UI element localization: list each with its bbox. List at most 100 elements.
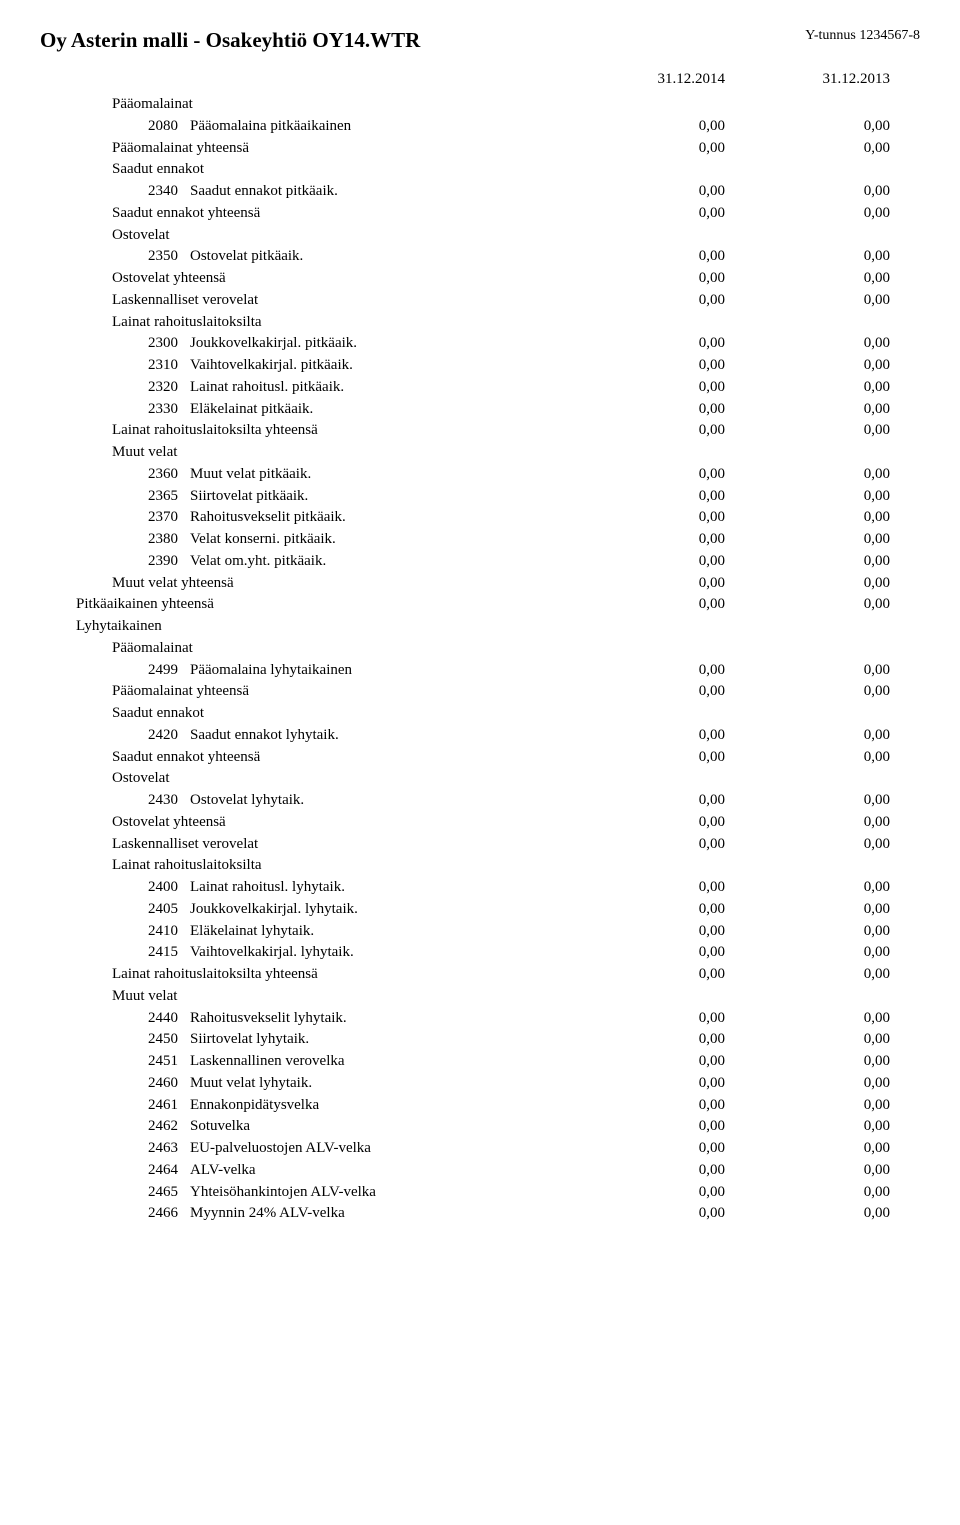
value-col-1: 0,00 <box>560 1008 725 1030</box>
table-row: 2365Siirtovelat pitkäaik.0,000,00 <box>40 486 920 508</box>
account-label: Muut velat pitkäaik. <box>190 464 560 486</box>
value-col-2: 0,00 <box>725 790 890 812</box>
account-code: 2310 <box>148 355 190 377</box>
value-col-2: 0,00 <box>725 725 890 747</box>
account-label: EU-palveluostojen ALV-velka <box>190 1138 560 1160</box>
account-label: Joukkovelkakirjal. pitkäaik. <box>190 333 560 355</box>
value-col-2: 0,00 <box>725 1051 890 1073</box>
table-row: 2080Pääomalaina pitkäaikainen0,000,00 <box>40 116 920 138</box>
account-code: 2465 <box>148 1182 190 1204</box>
value-col-1: 0,00 <box>560 268 725 290</box>
value-col-1: 0,00 <box>560 725 725 747</box>
table-row: 2460Muut velat lyhytaik.0,000,00 <box>40 1073 920 1095</box>
value-col-2: 0,00 <box>725 1073 890 1095</box>
subtotal-label: Saadut ennakot yhteensä <box>112 203 560 225</box>
value-col-2: 0,00 <box>725 747 890 769</box>
account-label: Pääomalaina lyhytaikainen <box>190 660 560 682</box>
account-label: Lainat rahoitusl. lyhytaik. <box>190 877 560 899</box>
col-header-date1: 31.12.2014 <box>560 71 725 88</box>
account-code: 2451 <box>148 1051 190 1073</box>
account-label: Ostovelat lyhytaik. <box>190 790 560 812</box>
value-col-2: 0,00 <box>725 464 890 486</box>
value-col-1: 0,00 <box>560 964 725 986</box>
value-col-1: 0,00 <box>560 507 725 529</box>
group-label: Lainat rahoituslaitoksilta <box>112 855 560 877</box>
account-label: Saadut ennakot pitkäaik. <box>190 181 560 203</box>
group-header: Saadut ennakot <box>40 703 920 725</box>
subtotal-label: Pääomalainat yhteensä <box>112 681 560 703</box>
group-header: Lainat rahoituslaitoksilta <box>40 855 920 877</box>
value-col-1: 0,00 <box>560 138 725 160</box>
value-col-1: 0,00 <box>560 181 725 203</box>
value-col-2: 0,00 <box>725 1095 890 1117</box>
value-col-2: 0,00 <box>725 1008 890 1030</box>
value-col-1: 0,00 <box>560 1095 725 1117</box>
subtotal-label: Ostovelat yhteensä <box>112 268 560 290</box>
account-code: 2463 <box>148 1138 190 1160</box>
value-col-1: 0,00 <box>560 203 725 225</box>
value-col-1: 0,00 <box>560 747 725 769</box>
account-code: 2400 <box>148 877 190 899</box>
account-code: 2466 <box>148 1203 190 1225</box>
account-code: 2390 <box>148 551 190 573</box>
value-col-2: 0,00 <box>725 594 890 616</box>
value-col-2: 0,00 <box>725 899 890 921</box>
account-code: 2415 <box>148 942 190 964</box>
value-col-1: 0,00 <box>560 921 725 943</box>
value-col-1: 0,00 <box>560 246 725 268</box>
group-header: Lainat rahoituslaitoksilta <box>40 312 920 334</box>
table-row: 2465Yhteisöhankintojen ALV-velka0,000,00 <box>40 1182 920 1204</box>
value-col-2: 0,00 <box>725 812 890 834</box>
table-row: 2415Vaihtovelkakirjal. lyhytaik.0,000,00 <box>40 942 920 964</box>
account-code: 2300 <box>148 333 190 355</box>
value-col-2: 0,00 <box>725 1138 890 1160</box>
value-col-1: 0,00 <box>560 1203 725 1225</box>
value-col-2: 0,00 <box>725 355 890 377</box>
value-col-2: 0,00 <box>725 1160 890 1182</box>
account-label: Saadut ennakot lyhytaik. <box>190 725 560 747</box>
value-col-1: 0,00 <box>560 377 725 399</box>
value-col-1: 0,00 <box>560 660 725 682</box>
table-row: 2340Saadut ennakot pitkäaik.0,000,00 <box>40 181 920 203</box>
group-header: Saadut ennakot <box>40 159 920 181</box>
subtotal-label: Lainat rahoituslaitoksilta yhteensä <box>112 420 560 442</box>
group-label: Lyhytaikainen <box>76 616 560 638</box>
value-col-1: 0,00 <box>560 1051 725 1073</box>
account-code: 2360 <box>148 464 190 486</box>
subtotal-row: Laskennalliset verovelat0,000,00 <box>40 834 920 856</box>
account-label: Eläkelainat lyhytaik. <box>190 921 560 943</box>
account-code: 2380 <box>148 529 190 551</box>
account-label: Pääomalaina pitkäaikainen <box>190 116 560 138</box>
table-row: 2405Joukkovelkakirjal. lyhytaik.0,000,00 <box>40 899 920 921</box>
value-col-1: 0,00 <box>560 573 725 595</box>
value-col-2: 0,00 <box>725 1182 890 1204</box>
table-row: 2420Saadut ennakot lyhytaik.0,000,00 <box>40 725 920 747</box>
group-label: Pääomalainat <box>112 638 560 660</box>
account-code: 2080 <box>148 116 190 138</box>
account-label: Sotuvelka <box>190 1116 560 1138</box>
table-row: 2380Velat konserni. pitkäaik.0,000,00 <box>40 529 920 551</box>
table-row: 2400Lainat rahoitusl. lyhytaik.0,000,00 <box>40 877 920 899</box>
value-col-1: 0,00 <box>560 681 725 703</box>
table-row: 2450Siirtovelat lyhytaik.0,000,00 <box>40 1029 920 1051</box>
value-col-1: 0,00 <box>560 594 725 616</box>
table-row: 2360Muut velat pitkäaik.0,000,00 <box>40 464 920 486</box>
value-col-2: 0,00 <box>725 1029 890 1051</box>
subtotal-row: Saadut ennakot yhteensä0,000,00 <box>40 203 920 225</box>
subtotal-row: Lainat rahoituslaitoksilta yhteensä0,000… <box>40 420 920 442</box>
group-header: Pääomalainat <box>40 94 920 116</box>
value-col-1: 0,00 <box>560 399 725 421</box>
account-code: 2410 <box>148 921 190 943</box>
value-col-1: 0,00 <box>560 420 725 442</box>
subtotal-row: Saadut ennakot yhteensä0,000,00 <box>40 747 920 769</box>
value-col-2: 0,00 <box>725 420 890 442</box>
account-label: Myynnin 24% ALV-velka <box>190 1203 560 1225</box>
col-header-date2: 31.12.2013 <box>725 71 890 88</box>
group-label: Saadut ennakot <box>112 159 560 181</box>
subtotal-row: Lainat rahoituslaitoksilta yhteensä0,000… <box>40 964 920 986</box>
group-header: Lyhytaikainen <box>40 616 920 638</box>
value-col-2: 0,00 <box>725 246 890 268</box>
account-label: Rahoitusvekselit pitkäaik. <box>190 507 560 529</box>
subtotal-label: Pitkäaikainen yhteensä <box>76 594 560 616</box>
table-row: 2330Eläkelainat pitkäaik.0,000,00 <box>40 399 920 421</box>
